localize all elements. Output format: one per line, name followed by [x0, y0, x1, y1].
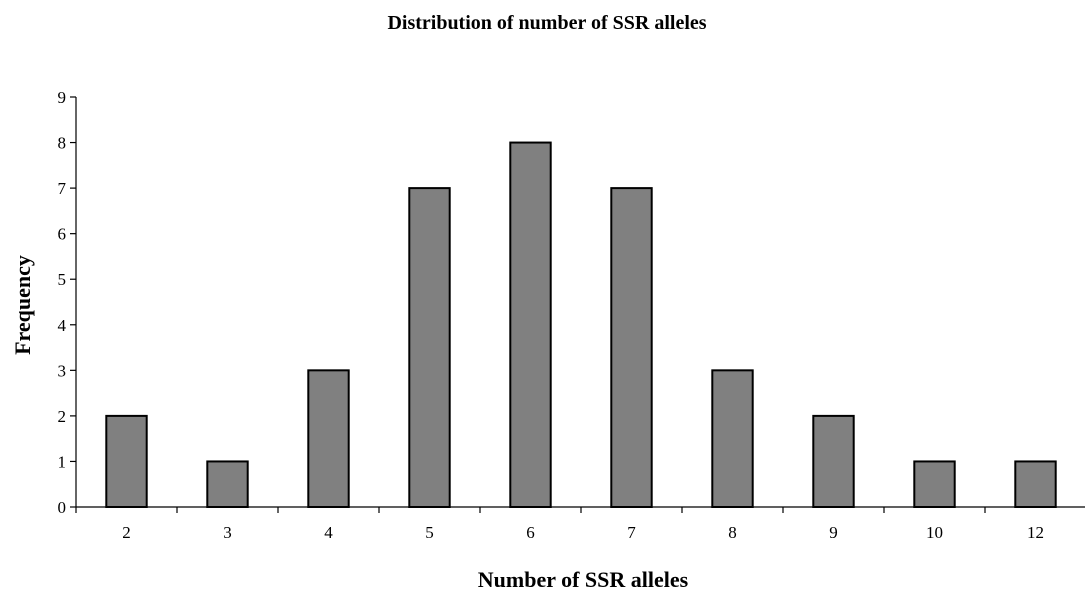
bar-5 [408, 187, 451, 508]
y-tick-label-3: 3 [58, 361, 67, 380]
bar-9 [812, 414, 855, 508]
bar-10 [913, 460, 956, 509]
bar-6 [509, 141, 552, 509]
y-tick-label-2: 2 [58, 407, 67, 426]
y-tick-label-6: 6 [58, 225, 67, 244]
y-tick-label-1: 1 [58, 452, 67, 471]
x-tick-label-3: 3 [223, 523, 232, 542]
y-tick-label-8: 8 [58, 134, 67, 153]
bar-7 [610, 187, 653, 508]
bar-12 [1014, 460, 1057, 509]
x-axis-title: Number of SSR alleles [478, 567, 689, 592]
x-tick-label-8: 8 [728, 523, 737, 542]
x-tick-label-7: 7 [627, 523, 636, 542]
y-tick-label-7: 7 [58, 179, 67, 198]
x-tick-label-6: 6 [526, 523, 535, 542]
bar-8 [711, 369, 754, 509]
x-tick-label-9: 9 [829, 523, 838, 542]
bar-2 [105, 414, 148, 508]
y-tick-label-9: 9 [58, 88, 67, 107]
y-tick-label-4: 4 [58, 316, 67, 335]
bar-3 [206, 460, 249, 509]
x-tick-label-4: 4 [324, 523, 333, 542]
y-tick-label-0: 0 [58, 498, 67, 517]
bar-4 [307, 369, 350, 509]
x-tick-label-2: 2 [122, 523, 131, 542]
x-tick-label-5: 5 [425, 523, 434, 542]
x-tick-label-12: 12 [1027, 523, 1044, 542]
chart-title: Distribution of number of SSR alleles [387, 12, 706, 34]
y-tick-label-5: 5 [58, 270, 67, 289]
x-tick-label-10: 10 [926, 523, 943, 542]
y-axis-title: Frequency [10, 255, 35, 355]
